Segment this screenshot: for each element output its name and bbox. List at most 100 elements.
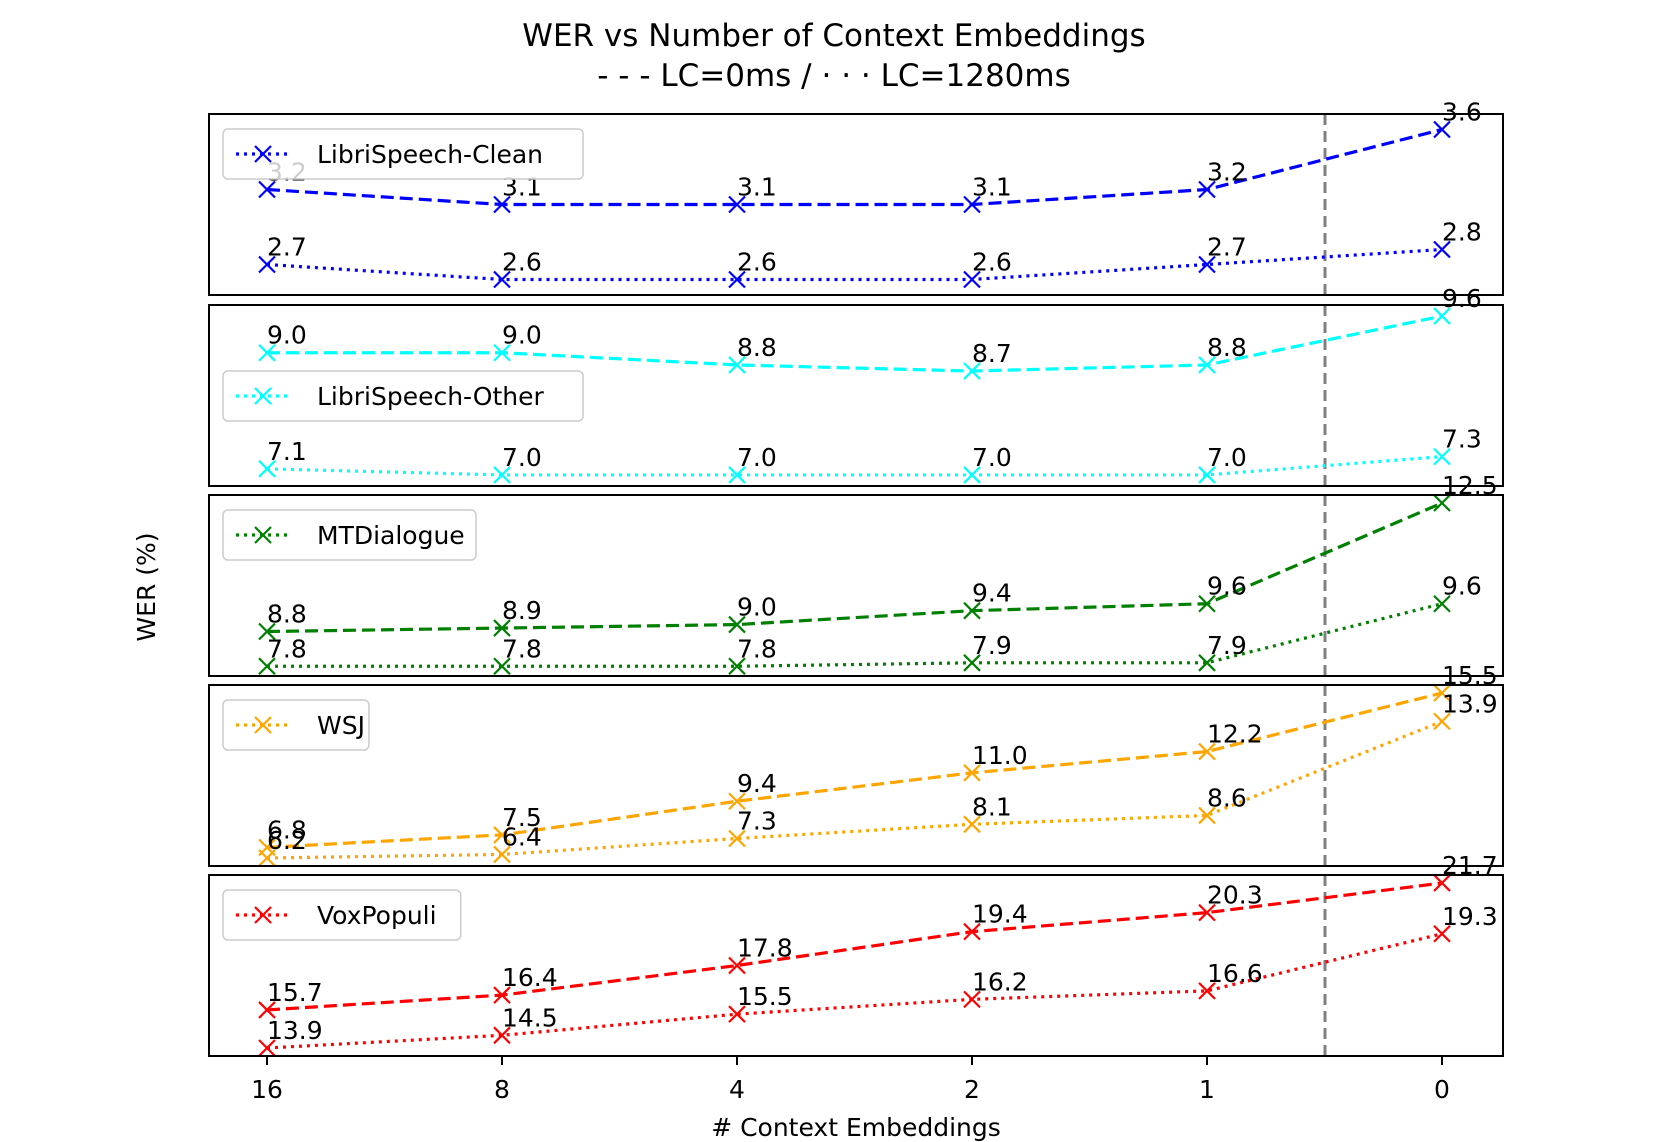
data-point-lc0 (258, 180, 276, 199)
data-point-lc0 (963, 764, 981, 782)
panel-frame (208, 113, 1504, 296)
data-point-lc0-stroke-b (1198, 594, 1216, 613)
data-label-lc1280: 8.6 (1207, 783, 1247, 812)
data-point-lc0-stroke-b (963, 195, 981, 214)
data-point-lc0 (493, 986, 511, 1004)
data-label-lc0: 9.0 (737, 593, 777, 622)
legend-box (222, 128, 584, 180)
x-tick-label: 1 (1199, 1075, 1215, 1104)
data-label-lc1280: 7.3 (737, 806, 777, 835)
series-line-lc1280 (266, 455, 1443, 477)
data-label-lc0: 3.1 (737, 173, 777, 202)
data-point-lc0-stroke-b (1198, 180, 1216, 199)
data-label-lc1280: 7.1 (267, 437, 307, 466)
data-point-lc1280 (258, 460, 276, 478)
data-point-lc1280 (493, 1026, 511, 1045)
data-label-lc0: 15.7 (267, 978, 323, 1007)
data-label-lc0: 8.8 (1207, 333, 1247, 362)
data-point-lc1280-stroke-b (258, 657, 276, 676)
data-point-lc0 (493, 826, 511, 844)
series-line-lc0 (267, 314, 1443, 373)
data-point-lc0-stroke-b (1198, 742, 1216, 761)
data-point-lc1280 (1198, 806, 1216, 825)
data-point-lc1280-stroke-b (728, 829, 746, 848)
data-point-lc1280 (493, 270, 511, 289)
data-point-lc0-stroke-b (728, 615, 746, 634)
data-point-lc1280-stroke-b (1433, 240, 1451, 259)
data-label-lc0: 3.6 (1442, 98, 1482, 127)
data-point-lc1280 (258, 657, 276, 676)
data-point-lc1280-stroke-b (728, 657, 746, 676)
data-point-lc0 (1198, 180, 1216, 199)
data-point-lc1280 (963, 270, 981, 289)
data-point-lc1280 (493, 657, 511, 676)
data-label-lc0: 3.1 (972, 173, 1012, 202)
data-point-lc0-stroke-b (1198, 903, 1216, 922)
series-line-lc0 (266, 691, 1443, 849)
data-label-lc1280: 7.3 (1442, 425, 1482, 454)
data-point-lc1280 (258, 849, 276, 867)
data-point-lc0 (963, 601, 981, 620)
legend-label: MTDialogue (317, 521, 465, 550)
data-point-lc1280-stroke-b (258, 1039, 276, 1057)
x-ticks-layer: 16 8 4 2 1 0 (251, 1056, 1450, 1104)
data-point-lc0-stroke-b (1433, 307, 1451, 325)
legend-label: LibriSpeech-Other (317, 382, 544, 411)
legend-wsj: WSJ (222, 699, 370, 751)
data-point-lc0-stroke-b (1433, 874, 1451, 892)
data-label-lc1280: 9.6 (1442, 572, 1482, 601)
data-point-lc0-stroke-b (1433, 120, 1451, 139)
data-point-lc1280-stroke-b (1198, 466, 1216, 484)
data-point-lc0-stroke-b (1433, 494, 1451, 512)
series-line-lc1280 (266, 247, 1443, 282)
data-point-lc0 (728, 615, 746, 634)
panel-voxpopuli: 15.716.417.819.420.321.713.9 14.515.516.2… (208, 851, 1504, 1057)
data-label-lc1280: 2.8 (1442, 218, 1482, 247)
panel-librispeech-clean: 3.23.13.13.13.23.62.72.62.62.62.72.8Libr… (208, 98, 1504, 296)
data-point-lc1280-stroke-b (493, 1026, 511, 1045)
data-point-lc0-stroke-b (728, 195, 746, 214)
data-label-lc1280: 7.8 (737, 634, 777, 663)
data-label-lc0: 20.3 (1207, 881, 1263, 910)
data-point-lc0 (1433, 684, 1451, 702)
data-point-lc1280-stroke-b (258, 460, 276, 478)
data-point-lc1280 (963, 466, 981, 484)
data-label-lc0: 9.6 (1207, 572, 1247, 601)
legend-label: WSJ (317, 711, 365, 740)
data-point-lc0 (258, 1001, 276, 1019)
data-point-lc1280 (728, 657, 746, 676)
legend-label: LibriSpeech-Clean (317, 140, 543, 169)
data-label-lc1280: 7.0 (972, 443, 1012, 472)
panel-mtdialogue: 8.8 8.9 9.0 9.4 9.612.57.8 7.8 7.8 7.9 7.99.6MTD… (208, 471, 1504, 677)
data-point-lc1280-stroke-b (493, 466, 511, 484)
data-point-lc1280 (1433, 594, 1451, 613)
data-point-lc1280-stroke-b (963, 654, 981, 672)
data-point-lc0 (963, 195, 981, 214)
data-point-lc1280-stroke-b (258, 255, 276, 274)
data-label-lc1280: 2.7 (267, 233, 307, 262)
data-point-lc1280 (493, 845, 511, 864)
data-point-lc1280 (1198, 982, 1216, 1000)
data-point-lc0 (963, 922, 981, 941)
x-tick-label: 2 (964, 1075, 980, 1104)
data-point-lc1280-stroke-b (493, 845, 511, 864)
data-point-lc0 (258, 343, 276, 362)
data-point-lc0-stroke-b (963, 922, 981, 941)
data-point-lc0-stroke-b (493, 619, 511, 637)
data-point-lc0-stroke-b (493, 343, 511, 362)
data-point-lc0-stroke-b (963, 764, 981, 782)
legend-librispeech-clean: LibriSpeech-Clean (222, 128, 584, 180)
data-point-lc0 (728, 956, 746, 975)
data-label-lc1280: 7.0 (1207, 443, 1247, 472)
data-label-lc1280: 6.2 (267, 826, 307, 855)
data-point-lc1280-stroke-b (1198, 806, 1216, 825)
data-point-lc1280-stroke-b (728, 1005, 746, 1023)
data-label-lc1280: 2.6 (972, 248, 1012, 277)
data-label-lc1280: 2.6 (737, 248, 777, 277)
data-label-lc1280: 2.6 (502, 248, 542, 277)
data-label-lc1280: 8.1 (972, 792, 1012, 821)
data-label-lc0: 8.8 (267, 600, 307, 629)
data-point-lc0-stroke-b (258, 343, 276, 362)
data-label-lc1280: 6.4 (502, 822, 542, 851)
data-label-lc1280: 13.9 (267, 1016, 323, 1045)
